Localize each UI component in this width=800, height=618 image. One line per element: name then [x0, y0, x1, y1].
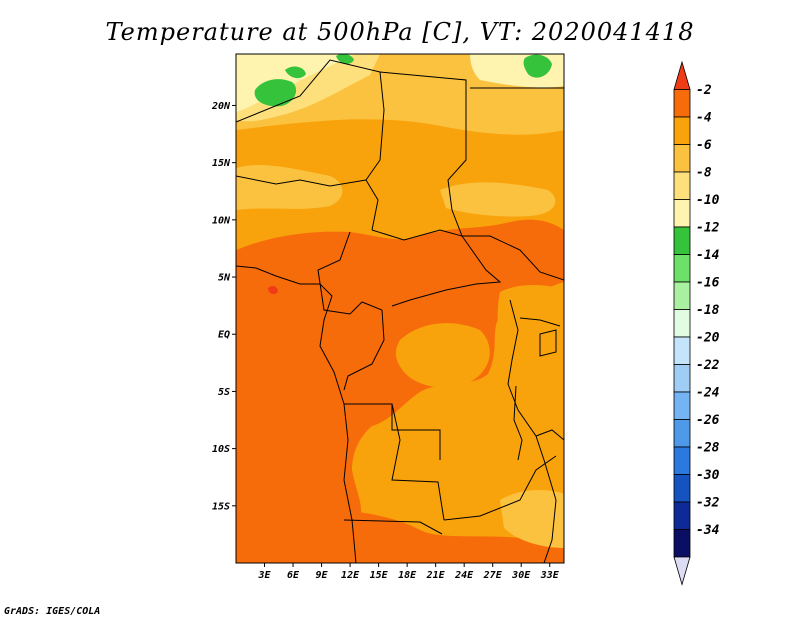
lake-outline-2 — [539, 329, 557, 357]
field-cold-pocket-3 — [523, 54, 552, 78]
colorbar-label: -26 — [696, 413, 720, 428]
colorbar-segment — [673, 419, 691, 448]
colorbar-label: -18 — [696, 303, 720, 318]
border-sudan-chad — [447, 110, 467, 237]
map-frame — [235, 53, 565, 564]
lat-tick-label: 10N — [212, 215, 231, 226]
latitude-axis: 20N 15N 10N 5N EQ 5S 10S 15S — [211, 101, 236, 512]
field-cold-pocket-2 — [285, 66, 306, 79]
lat-tick-label: 15N — [212, 158, 231, 169]
colorbar-label: -34 — [696, 523, 720, 538]
colorbar-segment — [673, 446, 691, 475]
border-niger-south — [236, 175, 367, 187]
colorbar-label: -16 — [696, 276, 720, 291]
colorbar-label: -28 — [696, 441, 720, 456]
field-warm-south — [236, 506, 564, 563]
coast-west-africa — [236, 265, 357, 563]
lon-tick-label: 33E — [540, 570, 560, 581]
field-east-cool — [497, 285, 564, 420]
colorbar-segment — [673, 364, 691, 393]
lat-tick-label: 5S — [218, 387, 230, 398]
field-southeast-light — [500, 490, 564, 548]
grads-credit: GrADS: IGES/COLA — [4, 606, 100, 617]
lake-outline-1 — [513, 385, 523, 461]
colorbar-label: -32 — [696, 496, 720, 511]
lon-tick-label: 3E — [257, 570, 271, 581]
lon-tick-label: 9E — [316, 570, 329, 581]
colorbar-segment — [673, 226, 691, 255]
colorbar-label: -6 — [696, 138, 712, 153]
field-sahel-light-1 — [236, 165, 343, 210]
lon-tick-label: 6E — [287, 570, 300, 581]
lon-tick-label: 30E — [511, 570, 531, 581]
colorbar-segment — [673, 309, 691, 338]
colorbar-label: -2 — [696, 83, 712, 98]
longitude-axis: 3E 6E 9E 12E 15E 18E 21E 24E 27E 30E 33E — [257, 563, 560, 581]
border-nigeria-cameroon — [317, 231, 383, 315]
field-central-cool — [395, 323, 490, 388]
colorbar-segment — [673, 171, 691, 200]
border-great-lakes — [519, 317, 561, 327]
field-cold-pocket-1 — [254, 79, 297, 107]
colorbar-label: -22 — [696, 358, 720, 373]
temperature-field — [236, 54, 564, 563]
border-drc-angola — [344, 403, 441, 460]
colorbar-segment — [673, 529, 691, 558]
colorbar-segment — [673, 144, 691, 173]
border-angola-zambia — [391, 403, 445, 521]
map-title: Temperature at 500hPa [C], VT: 202004141… — [106, 18, 695, 46]
border-zambia-east — [443, 455, 557, 521]
colorbar-label: -8 — [696, 166, 712, 181]
lat-tick-label: 10S — [212, 444, 230, 455]
border-south-sudan — [462, 235, 564, 281]
colorbar-label: -20 — [696, 331, 720, 346]
border-mozambique — [543, 459, 557, 563]
lat-tick-label: 15S — [212, 501, 230, 512]
colorbar-segment — [673, 391, 691, 420]
field-warm-band — [236, 219, 564, 540]
border-angola-namibia — [343, 519, 443, 535]
lon-tick-label: 21E — [426, 570, 446, 581]
temperature-map: 20N 15N 10N 5N EQ 5S 10S 15S 3E 6E 9E 12E 15E 18E 21E… — [211, 53, 565, 581]
border-tanzania-south — [535, 429, 564, 441]
colorbar-top-arrow — [673, 60, 691, 90]
colorbar-bottom-arrow — [673, 556, 691, 586]
colorbar-label: -14 — [696, 248, 720, 263]
borders — [236, 59, 564, 563]
colorbar-segment — [673, 116, 691, 145]
lon-tick-label: 24E — [454, 570, 474, 581]
lat-tick-label: 5N — [218, 273, 231, 284]
lon-tick-label: 18E — [398, 570, 417, 581]
colorbar-label: -4 — [696, 111, 712, 126]
border-chad-west — [365, 71, 385, 231]
colorbar-segment — [673, 89, 691, 118]
field-hot-spot — [268, 285, 278, 295]
colorbar-label: -12 — [696, 221, 720, 236]
colorbar-label: -10 — [696, 193, 720, 208]
lon-tick-label: 15E — [370, 570, 389, 581]
colorbar-segment — [673, 501, 691, 530]
lon-tick-label: 27E — [483, 570, 503, 581]
colorbar-label: -24 — [696, 386, 720, 401]
colorbar: -2 -4 -6 -8 -10 -12 -14 -16 -18 -20 -22 -24 -26 -28 -3… — [673, 60, 720, 586]
colorbar-segment — [673, 199, 691, 228]
colorbar-segment — [673, 281, 691, 310]
colorbar-segment — [673, 474, 691, 503]
field-sahel-light-2 — [440, 182, 556, 217]
colorbar-label: -30 — [696, 468, 720, 483]
lat-tick-label: EQ — [218, 330, 230, 341]
lon-tick-label: 12E — [341, 570, 360, 581]
field-cold-pocket-4 — [336, 54, 354, 65]
border-car — [371, 229, 502, 307]
colorbar-segment — [673, 254, 691, 283]
border-libya-chad-north — [236, 59, 381, 123]
colorbar-segment — [673, 336, 691, 365]
lat-tick-label: 20N — [211, 101, 231, 112]
border-congo-drc — [343, 309, 385, 391]
border-libya-east — [379, 71, 467, 110]
